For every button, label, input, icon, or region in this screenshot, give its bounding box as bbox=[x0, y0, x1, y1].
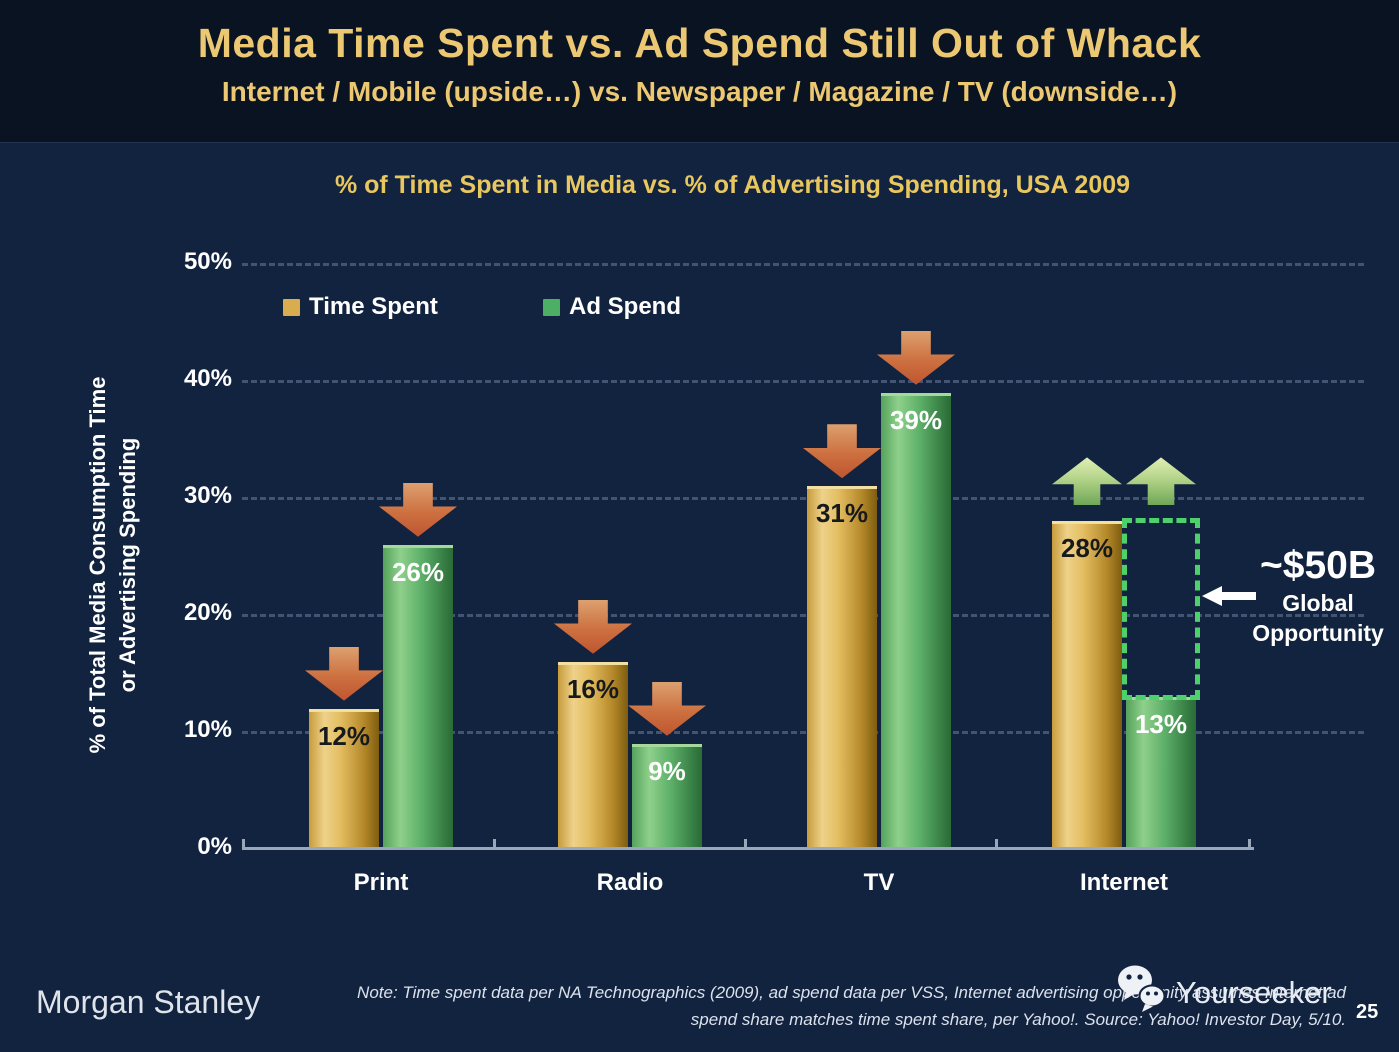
legend-swatch-ad-spend bbox=[543, 298, 560, 316]
y-axis-label: % of Total Media Consumption Time or Adv… bbox=[83, 377, 143, 754]
bar-value-label: 9% bbox=[648, 755, 686, 786]
bar-ad-spend-internet bbox=[1126, 696, 1196, 849]
bar-value-label: 28% bbox=[1060, 533, 1114, 564]
left-arrow-icon bbox=[1202, 586, 1256, 606]
y-axis-label-line1: % of Total Media Consumption Time bbox=[85, 376, 110, 754]
trend-arrow-down-icon bbox=[554, 599, 632, 654]
x-axis-tick-0 bbox=[242, 839, 245, 850]
gridline-50% bbox=[242, 263, 1364, 266]
opportunity-headline: ~$50B bbox=[1259, 544, 1376, 587]
x-axis-tick-1 bbox=[493, 839, 496, 850]
bar-time-spent-radio bbox=[558, 661, 628, 849]
bar-ad-spend-radio bbox=[632, 743, 702, 849]
gridline-10% bbox=[242, 731, 1364, 734]
slide-subtitle: Internet / Mobile (upside…) vs. Newspape… bbox=[221, 76, 1178, 107]
category-label-print: Print bbox=[353, 869, 409, 896]
legend-item-time-spent: Time Spent bbox=[283, 293, 438, 320]
source-note-line2: spend share matches time spent share, pe… bbox=[690, 1010, 1346, 1029]
morgan-stanley-logo: Morgan Stanley bbox=[36, 984, 261, 1020]
category-label-internet: Internet bbox=[1079, 869, 1168, 896]
bar-time-spent-internet bbox=[1052, 521, 1122, 849]
bar-value-label: 31% bbox=[815, 498, 869, 529]
legend-swatch-time-spent bbox=[283, 298, 300, 316]
bar-ad-spend-tv bbox=[881, 392, 951, 849]
slide-title: Media Time Spent vs. Ad Spend Still Out … bbox=[197, 20, 1202, 66]
trend-arrow-down-icon bbox=[877, 330, 955, 385]
gridline-40% bbox=[242, 380, 1364, 383]
source-note-line1: Note: Time spent data per NA Technograph… bbox=[357, 983, 1346, 1002]
bar-value-label: 16% bbox=[566, 673, 620, 704]
trend-arrow-down-icon bbox=[379, 482, 457, 537]
trend-arrow-down-icon bbox=[305, 646, 383, 701]
chart-title: % of Time Spent in Media vs. % of Advert… bbox=[334, 171, 1131, 199]
bar-value-label: 12% bbox=[317, 720, 371, 751]
legend-label-time-spent: Time Spent bbox=[309, 293, 438, 320]
x-axis-line bbox=[242, 847, 1254, 850]
bar-value-label: 26% bbox=[391, 556, 445, 587]
y-tick-label-0%: 0% bbox=[197, 833, 232, 860]
y-tick-label-50%: 50% bbox=[183, 248, 232, 275]
bar-value-label: 13% bbox=[1134, 708, 1188, 739]
watermark-text: Yourseeker bbox=[1176, 975, 1332, 1010]
bar-value-label: 39% bbox=[889, 404, 943, 435]
bar-ad-spend-print bbox=[383, 544, 453, 849]
x-axis-tick-4 bbox=[1248, 839, 1251, 850]
y-tick-label-20%: 20% bbox=[183, 599, 232, 626]
gridline-30% bbox=[242, 497, 1364, 500]
y-axis-label-line2: or Advertising Spending bbox=[115, 437, 140, 693]
y-tick-label-30%: 30% bbox=[183, 482, 232, 509]
wechat-icon bbox=[1118, 965, 1166, 1012]
opportunity-annotation: ~$50B Global Opportunity bbox=[1236, 544, 1399, 648]
x-axis-tick-3 bbox=[995, 839, 998, 850]
opportunity-dotted-box bbox=[1122, 518, 1200, 700]
legend-label-ad-spend: Ad Spend bbox=[569, 293, 681, 320]
bar-time-spent-print bbox=[309, 708, 379, 849]
bar-time-spent-tv bbox=[807, 486, 877, 849]
y-tick-label-10%: 10% bbox=[183, 716, 232, 743]
opportunity-line2: Opportunity bbox=[1252, 620, 1384, 646]
y-tick-label-40%: 40% bbox=[183, 365, 232, 392]
category-label-tv: TV bbox=[863, 869, 895, 896]
category-label-radio: Radio bbox=[596, 869, 664, 896]
gridline-20% bbox=[242, 614, 1364, 617]
header-band: Media Time Spent vs. Ad Spend Still Out … bbox=[0, 0, 1399, 143]
source-note: Note: Time spent data per NA Technograph… bbox=[320, 979, 1346, 1033]
opportunity-line1: Global bbox=[1282, 590, 1354, 616]
page-number: 25 bbox=[1356, 1001, 1379, 1023]
legend-item-ad-spend: Ad Spend bbox=[543, 293, 681, 320]
x-axis-tick-2 bbox=[744, 839, 747, 850]
